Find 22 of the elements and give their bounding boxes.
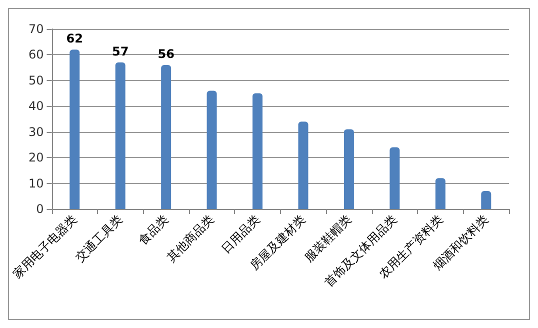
y-tick-label: 10 xyxy=(28,176,44,190)
y-tick-label: 20 xyxy=(28,150,44,165)
bar xyxy=(252,93,263,209)
bar xyxy=(344,129,354,209)
bar xyxy=(161,65,172,209)
y-tick-label: 40 xyxy=(28,99,44,114)
bar xyxy=(390,147,400,209)
data-label: 62 xyxy=(66,32,83,46)
y-tick-label: 50 xyxy=(28,73,44,88)
data-label: 57 xyxy=(112,44,129,58)
x-tick-label: 食品类 xyxy=(136,212,172,248)
bar xyxy=(435,178,446,209)
y-tick-label: 0 xyxy=(36,202,44,216)
data-label: 56 xyxy=(158,47,174,61)
bar xyxy=(115,62,126,209)
y-tick-label: 60 xyxy=(28,48,44,62)
y-tick-label: 70 xyxy=(28,22,44,36)
bar xyxy=(70,50,80,209)
bar xyxy=(298,122,308,209)
y-tick-label: 30 xyxy=(28,124,44,139)
bar xyxy=(206,90,217,209)
bar xyxy=(481,191,492,209)
